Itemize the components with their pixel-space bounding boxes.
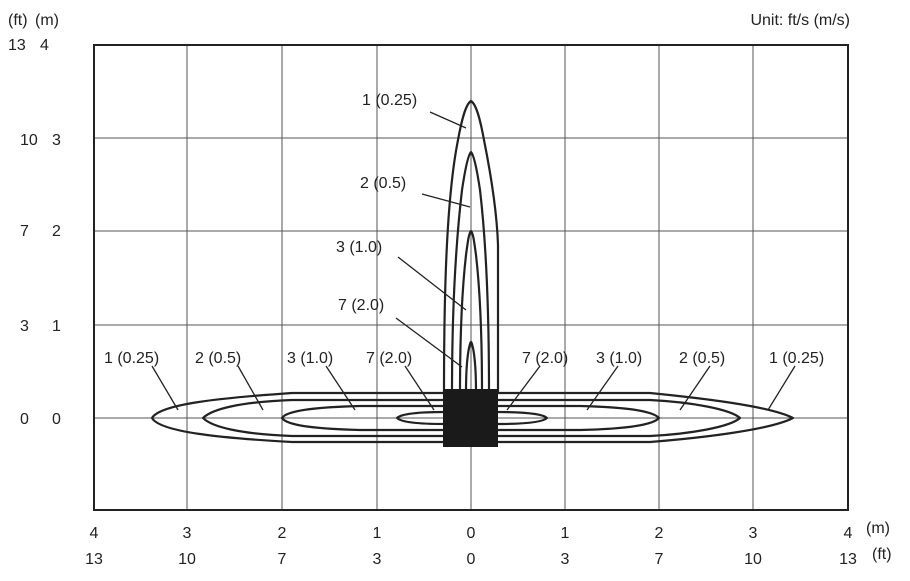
bottom-tick-m: 1 (373, 525, 382, 542)
bottom-tick-ft: 10 (744, 551, 762, 568)
contour-v-0.25 (442, 99, 500, 393)
left-axis-unit-ft: (ft) (8, 12, 28, 29)
bottom-axis-unit-ft: (ft) (872, 546, 892, 563)
left-tick-m-4: 4 (40, 37, 49, 54)
leader-line (767, 365, 796, 411)
left-tick-ft-0: 0 (20, 411, 29, 428)
bottom-axis-m: 4 3 2 1 0 1 2 3 4 (90, 525, 853, 542)
leader-line (397, 256, 467, 311)
label-vertical-2.0: 7 (2.0) (338, 297, 384, 314)
label-vertical-1.0: 3 (1.0) (336, 239, 382, 256)
leader-line (404, 365, 435, 411)
contour-h-2.0 (395, 410, 549, 426)
label-left-0.5: 2 (0.5) (195, 350, 241, 367)
contour-v-2.0 (464, 340, 478, 393)
unit-label: Unit: ft/s (m/s) (750, 12, 850, 29)
contour-v-1.0 (458, 229, 484, 393)
bottom-tick-m: 1 (561, 525, 570, 542)
plot-frame (93, 44, 849, 511)
label-right-1.0: 3 (1.0) (596, 350, 642, 367)
bottom-tick-ft: 7 (655, 551, 664, 568)
leader-line (421, 193, 471, 208)
bottom-tick-m: 0 (467, 525, 476, 542)
bottom-tick-ft: 13 (839, 551, 857, 568)
leader-line (679, 365, 711, 411)
bottom-tick-m: 3 (183, 525, 192, 542)
leader-line (429, 111, 467, 129)
bottom-tick-ft: 3 (373, 551, 382, 568)
leader-line (151, 365, 179, 411)
left-tick-ft-13: 13 (8, 37, 26, 54)
leader-line (506, 365, 541, 411)
leader-line (325, 365, 356, 411)
contour-h-0.25 (150, 391, 795, 444)
label-left-1.0: 3 (1.0) (287, 350, 333, 367)
label-right-0.25: 1 (0.25) (769, 350, 824, 367)
label-left-2.0: 7 (2.0) (366, 350, 412, 367)
label-right-0.5: 2 (0.5) (679, 350, 725, 367)
bottom-axis-unit-m: (m) (866, 520, 890, 537)
contour-v-0.5 (450, 150, 491, 393)
left-axis-unit-m: (m) (35, 12, 59, 29)
bottom-tick-ft: 7 (278, 551, 287, 568)
bottom-tick-ft: 10 (178, 551, 196, 568)
left-tick-m-3: 3 (52, 132, 61, 149)
leader-lines (151, 111, 796, 411)
bottom-tick-ft: 13 (85, 551, 103, 568)
contour-h-0.5 (201, 398, 742, 438)
leader-line (395, 317, 463, 368)
leader-line (237, 365, 264, 411)
bottom-tick-m: 4 (90, 525, 99, 542)
bottom-tick-m: 3 (749, 525, 758, 542)
leader-line (586, 365, 619, 411)
label-right-2.0: 7 (2.0) (522, 350, 568, 367)
bottom-axis-ft: 13 10 7 3 0 3 7 10 13 (85, 551, 857, 568)
left-tick-ft-3: 3 (20, 318, 29, 335)
vertical-contours (442, 99, 500, 393)
bottom-tick-ft: 0 (467, 551, 476, 568)
bottom-tick-m: 4 (844, 525, 853, 542)
left-tick-ft-7: 7 (20, 223, 29, 240)
left-tick-m-0: 0 (52, 411, 61, 428)
horizontal-contours (150, 391, 795, 444)
bottom-tick-m: 2 (655, 525, 664, 542)
label-left-0.25: 1 (0.25) (104, 350, 159, 367)
left-tick-ft-10: 10 (20, 132, 38, 149)
label-vertical-0.25: 1 (0.25) (362, 92, 417, 109)
label-vertical-0.5: 2 (0.5) (360, 175, 406, 192)
contour-h-1.0 (280, 404, 661, 432)
unit-block (443, 389, 498, 447)
left-tick-m-2: 2 (52, 223, 61, 240)
bottom-tick-m: 2 (278, 525, 287, 542)
left-tick-m-1: 1 (52, 318, 61, 335)
bottom-tick-ft: 3 (561, 551, 570, 568)
